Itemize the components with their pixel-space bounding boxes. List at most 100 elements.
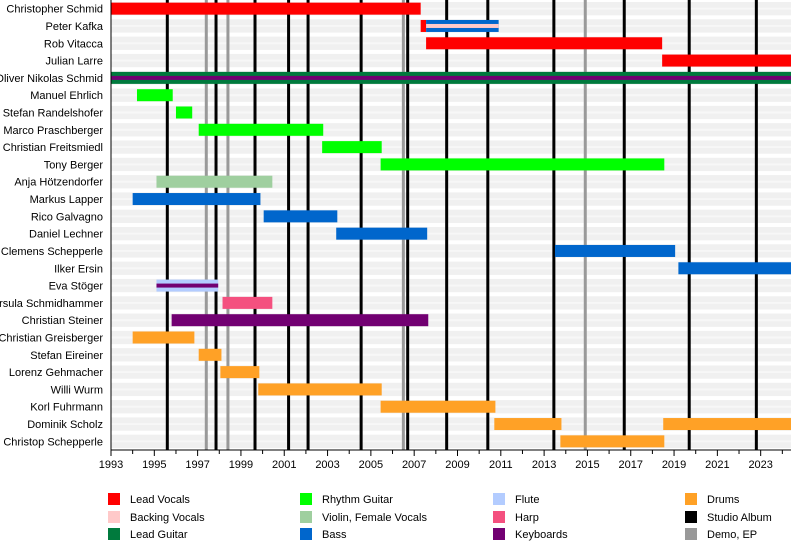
member-name: Tony Berger bbox=[44, 159, 104, 171]
legend-label-bass: Bass bbox=[322, 529, 347, 541]
legend-label-harp: Harp bbox=[515, 512, 539, 524]
bar-rhythm_guitar bbox=[380, 158, 665, 171]
row-band-stripe bbox=[111, 440, 791, 443]
row-band-stripe bbox=[111, 267, 791, 270]
row-band-stripe bbox=[111, 111, 791, 114]
studio-album-line bbox=[287, 0, 291, 450]
legend-swatch-drums bbox=[685, 493, 697, 505]
legend-label-demo: Demo, EP bbox=[707, 529, 757, 541]
studio-album-line bbox=[359, 0, 363, 450]
x-tick-label: 1997 bbox=[185, 459, 209, 471]
row-band-stripe bbox=[111, 371, 791, 374]
x-tick-label: 2023 bbox=[748, 459, 772, 471]
legend-swatch-keyboards bbox=[493, 528, 505, 540]
member-name: Manuel Ehrlich bbox=[30, 90, 103, 102]
row-band-stripe bbox=[111, 249, 791, 252]
member-name: Christopher Schmid bbox=[6, 4, 103, 16]
member-name: Stefan Randelshofer bbox=[3, 108, 104, 120]
bar-keyboards-inner bbox=[111, 75, 791, 80]
bar-drums bbox=[494, 418, 562, 431]
legend-swatch-studio bbox=[685, 511, 697, 523]
studio-album-line bbox=[406, 0, 410, 450]
studio-album-line bbox=[306, 0, 310, 450]
row-band-stripe bbox=[111, 423, 791, 426]
bar-bass bbox=[132, 193, 261, 206]
studio-album-line bbox=[687, 0, 691, 450]
bar-rhythm_guitar bbox=[175, 106, 193, 119]
studio-album-line bbox=[253, 0, 257, 450]
member-name: Lorenz Gehmacher bbox=[9, 367, 103, 379]
member-name: Peter Kafka bbox=[46, 21, 104, 33]
x-tick-label: 2011 bbox=[489, 459, 513, 471]
member-names: Christopher Schmid Peter Kafka Rob Vitacca… bbox=[0, 4, 104, 449]
x-tick-label: 2015 bbox=[575, 459, 599, 471]
member-name: Clemens Schepperle bbox=[1, 246, 103, 258]
member-bars bbox=[111, 2, 791, 448]
demo-ep-line bbox=[226, 0, 230, 450]
bar-harp bbox=[222, 296, 273, 309]
legend-label-drums: Drums bbox=[707, 494, 740, 506]
member-name: Ilker Ersin bbox=[54, 263, 103, 275]
bar-lead_vocals bbox=[662, 54, 791, 67]
legend-label-keyboards: Keyboards bbox=[515, 529, 568, 541]
member-name: Christian Freitsmiedl bbox=[3, 142, 103, 154]
member-name: Willi Wurm bbox=[51, 384, 103, 396]
bar-lead_vocals bbox=[420, 19, 427, 32]
row-band-stripe bbox=[111, 388, 791, 391]
member-name: Rico Galvagno bbox=[31, 211, 103, 223]
x-tick-label: 2001 bbox=[272, 459, 296, 471]
bar-drums bbox=[258, 383, 382, 396]
legend-swatch-flute bbox=[493, 493, 505, 505]
row-band-stripe bbox=[111, 7, 791, 10]
row-band-stripe bbox=[111, 94, 791, 97]
member-name: Stefan Eireiner bbox=[30, 350, 103, 362]
x-tick-label: 2003 bbox=[315, 459, 339, 471]
bar-lead_vocals bbox=[426, 37, 663, 50]
legend-swatch-demo bbox=[685, 528, 697, 540]
member-name: Julian Larre bbox=[46, 56, 103, 68]
member-name: Christop Schepperle bbox=[3, 436, 103, 448]
legend-swatch-lead_guitar bbox=[108, 528, 120, 540]
row-band-stripe bbox=[111, 180, 791, 183]
member-name: Dominik Scholz bbox=[27, 419, 103, 431]
member-name: Christian Greisberger bbox=[0, 333, 103, 345]
row-band-stripe bbox=[111, 146, 791, 149]
demo-ep-line bbox=[583, 0, 587, 450]
legend-swatch-rhythm_guitar bbox=[300, 493, 312, 505]
legend-label-rhythm_guitar: Rhythm Guitar bbox=[322, 494, 393, 506]
x-tick-label: 1993 bbox=[99, 459, 123, 471]
bar-keyboards bbox=[171, 314, 429, 327]
bar-rhythm_guitar bbox=[136, 89, 173, 102]
x-tick-label: 2021 bbox=[705, 459, 729, 471]
bar-drums bbox=[220, 366, 260, 379]
bar-rhythm_guitar bbox=[198, 123, 324, 136]
member-name: Oliver Nikolas Schmid bbox=[0, 73, 103, 85]
bar-lead_vocals bbox=[111, 2, 421, 15]
member-name: Marco Praschberger bbox=[3, 125, 103, 137]
member-name: Rob Vitacca bbox=[44, 38, 104, 50]
studio-album-line bbox=[214, 0, 218, 450]
legend-swatch-harp bbox=[493, 511, 505, 523]
legend-swatch-bass bbox=[300, 528, 312, 540]
demo-ep-line bbox=[204, 0, 208, 450]
release-lines bbox=[165, 0, 758, 450]
member-name: Korl Fuhrmann bbox=[30, 402, 103, 414]
x-tick-label: 2007 bbox=[402, 459, 426, 471]
legend: Lead Vocals Backing Vocals Lead Guitar Rhyt… bbox=[108, 493, 772, 541]
x-tick-label: 1995 bbox=[142, 459, 166, 471]
row-band-stripe bbox=[111, 301, 791, 304]
legend-label-lead_vocals: Lead Vocals bbox=[130, 494, 190, 506]
bar-bass bbox=[336, 227, 428, 240]
studio-album-line bbox=[622, 0, 626, 450]
legend-label-flute: Flute bbox=[515, 494, 539, 506]
legend-label-violin: Violin, Female Vocals bbox=[322, 512, 427, 524]
member-name: Markus Lapper bbox=[30, 194, 104, 206]
row-band-stripe bbox=[111, 128, 791, 131]
member-name: Daniel Lechner bbox=[29, 229, 103, 241]
bar-bass bbox=[554, 244, 676, 257]
bar-violin bbox=[156, 175, 273, 188]
legend-label-studio: Studio Album bbox=[707, 512, 772, 524]
bar-backing_vocals-inner bbox=[426, 23, 499, 28]
bar-drums bbox=[132, 331, 195, 344]
